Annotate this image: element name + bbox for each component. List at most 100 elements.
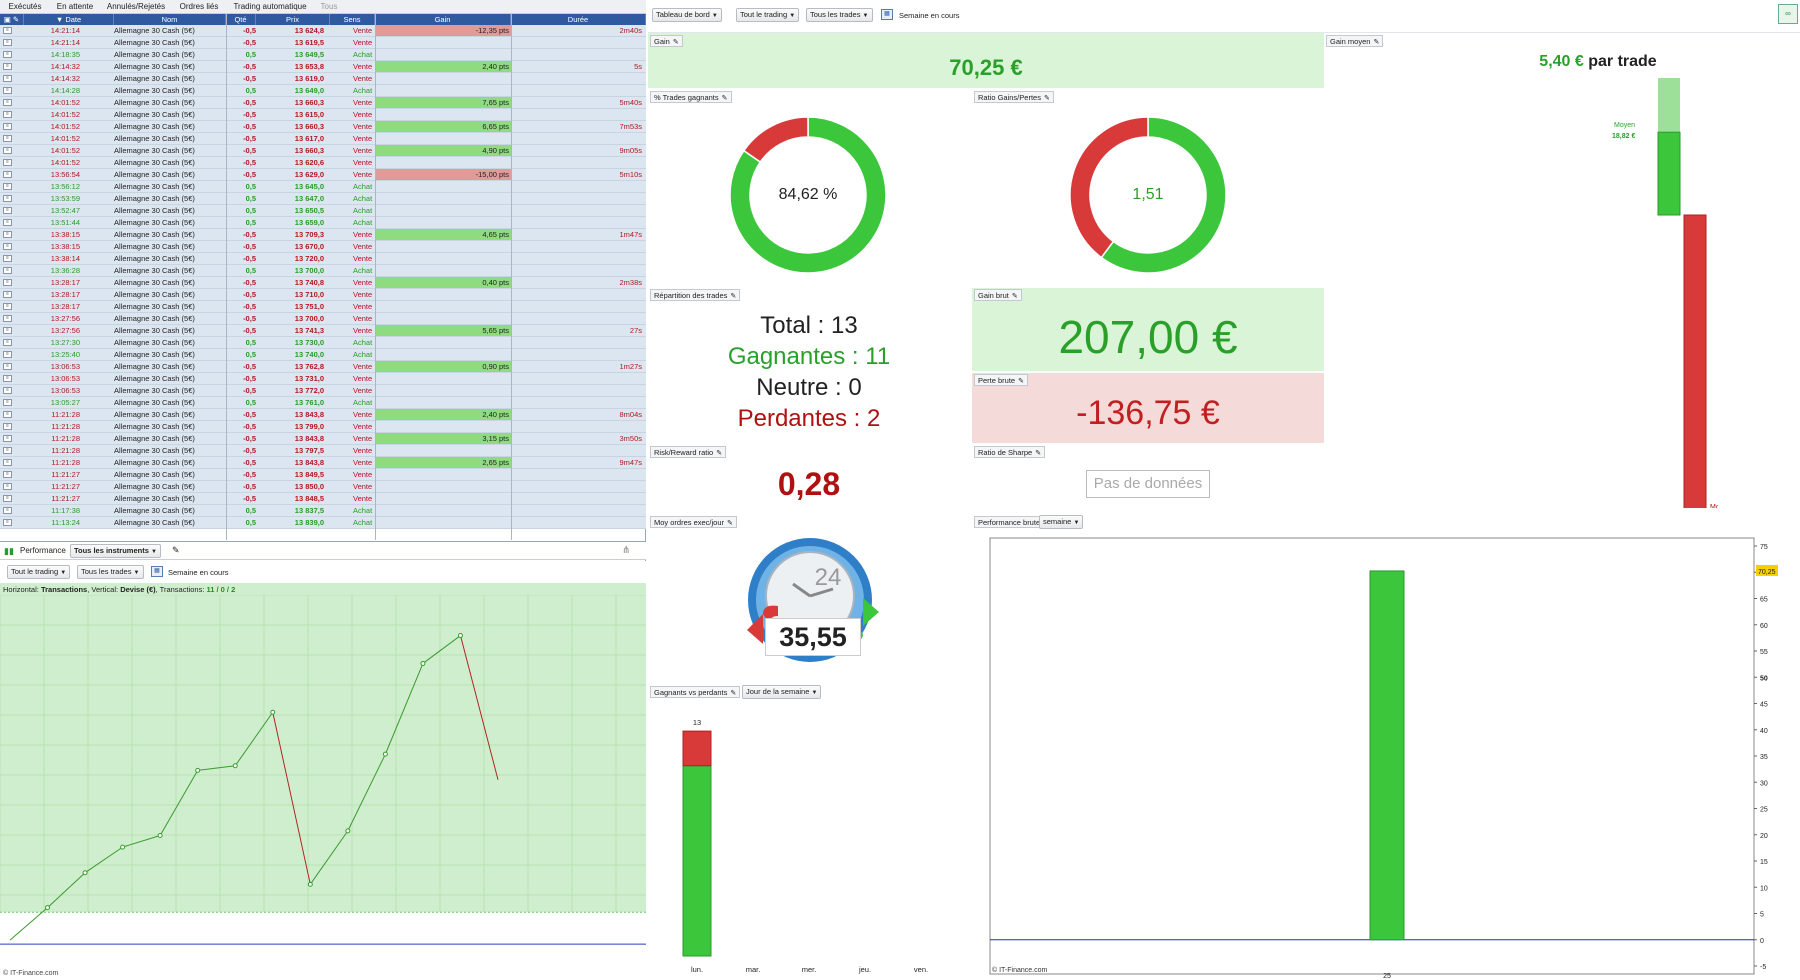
cell-date: 11:21:28 — [51, 410, 80, 419]
column-settings-icon[interactable]: ▣ ✎ — [0, 14, 24, 25]
table-row[interactable]: ≡ 13:05:27 Allemagne 30 Cash (5€) 0,5 13 761… — [0, 397, 646, 409]
table-row[interactable]: ≡ 13:53:59 Allemagne 30 Cash (5€) 0,5 13 647… — [0, 193, 646, 205]
table-row[interactable]: ≡ 14:01:52 Allemagne 30 Cash (5€) -0,5 13 66… — [0, 145, 646, 157]
table-row[interactable]: ≡ 13:06:53 Allemagne 30 Cash (5€) -0,5 13 77… — [0, 385, 646, 397]
column-sens[interactable]: Sens — [330, 14, 375, 25]
cell-gain: 0,90 pts — [375, 361, 511, 372]
table-row[interactable]: ≡ 14:14:32 Allemagne 30 Cash (5€) -0,5 13 65… — [0, 61, 646, 73]
filter-trading-select[interactable]: Tout le trading ▼ — [7, 565, 71, 579]
row-icon: ≡ — [3, 399, 12, 406]
table-row[interactable]: ≡ 14:14:32 Allemagne 30 Cash (5€) -0,5 13 61… — [0, 73, 646, 85]
pin-icon[interactable]: ✎ — [727, 520, 733, 527]
table-row[interactable]: ≡ 13:52:47 Allemagne 30 Cash (5€) 0,5 13 650… — [0, 205, 646, 217]
dash-trading-select[interactable]: Tout le trading ▼ — [736, 8, 800, 22]
table-row[interactable]: ≡ 13:38:15 Allemagne 30 Cash (5€) -0,5 13 67… — [0, 241, 646, 253]
table-row[interactable]: ≡ 11:21:27 Allemagne 30 Cash (5€) -0,5 13 85… — [0, 481, 646, 493]
pin-icon[interactable]: ✎ — [716, 450, 723, 457]
tab-executes[interactable]: Exécutés — [8, 2, 42, 11]
tab-annules-rejetes[interactable]: Annulés/Rejetés — [106, 2, 166, 11]
calendar-icon[interactable]: ▦ — [881, 9, 893, 20]
table-row[interactable]: ≡ 13:27:56 Allemagne 30 Cash (5€) -0,5 13 74… — [0, 325, 646, 337]
board-select[interactable]: Tableau de bord ▼ — [652, 8, 722, 22]
table-row[interactable]: ≡ 14:18:35 Allemagne 30 Cash (5€) 0,5 13 649… — [0, 49, 646, 61]
table-row[interactable]: ≡ 13:36:28 Allemagne 30 Cash (5€) 0,5 13 700… — [0, 265, 646, 277]
table-row[interactable]: ≡ 11:21:28 Allemagne 30 Cash (5€) -0,5 13 79… — [0, 421, 646, 433]
table-row[interactable]: ≡ 14:01:52 Allemagne 30 Cash (5€) -0,5 13 61… — [0, 133, 646, 145]
table-row[interactable]: ≡ 13:56:54 Allemagne 30 Cash (5€) -0,5 13 62… — [0, 169, 646, 181]
column-gain[interactable]: Gain — [375, 14, 511, 25]
pin-icon[interactable]: ✎ — [172, 545, 180, 555]
caption-mid: , Vertical: — [87, 585, 119, 594]
table-row[interactable]: ≡ 13:38:14 Allemagne 30 Cash (5€) -0,5 13 72… — [0, 253, 646, 265]
cell-qte: -0,5 — [243, 170, 256, 179]
pin-icon[interactable]: ✎ — [672, 39, 679, 46]
table-row[interactable]: ≡ 11:17:38 Allemagne 30 Cash (5€) 0,5 13 837… — [0, 505, 646, 517]
table-row[interactable]: ≡ 11:13:24 Allemagne 30 Cash (5€) 0,5 13 839… — [0, 517, 646, 529]
column-date[interactable]: ▼ Date — [24, 14, 114, 25]
table-row[interactable]: ≡ 13:27:56 Allemagne 30 Cash (5€) -0,5 13 70… — [0, 313, 646, 325]
table-row[interactable]: ≡ 14:14:28 Allemagne 30 Cash (5€) 0,5 13 649… — [0, 85, 646, 97]
cell-date: 13:53:59 — [50, 194, 80, 203]
cell-sens: Vente — [353, 122, 373, 131]
table-row[interactable]: ≡ 13:38:15 Allemagne 30 Cash (5€) -0,5 13 70… — [0, 229, 646, 241]
pin-icon[interactable]: ✎ — [1373, 39, 1380, 46]
table-row[interactable]: ≡ 13:51:44 Allemagne 30 Cash (5€) 0,5 13 659… — [0, 217, 646, 229]
column-nom[interactable]: Nom — [114, 14, 226, 25]
table-row[interactable]: ≡ 14:01:52 Allemagne 30 Cash (5€) -0,5 13 62… — [0, 157, 646, 169]
pin-icon[interactable]: ✎ — [1018, 378, 1024, 385]
performance-chart: Horizontal: Transactions, Vertical: Devi… — [0, 583, 646, 980]
pin-icon[interactable]: ✎ — [730, 690, 737, 697]
share-icon[interactable]: ⋔ — [622, 545, 631, 556]
table-row[interactable]: ≡ 11:21:28 Allemagne 30 Cash (5€) -0,5 13 84… — [0, 433, 646, 445]
table-row[interactable]: ≡ 13:25:40 Allemagne 30 Cash (5€) 0,5 13 740… — [0, 349, 646, 361]
column-duree[interactable]: Durée — [511, 14, 646, 25]
table-row[interactable]: ≡ 13:28:17 Allemagne 30 Cash (5€) -0,5 13 75… — [0, 301, 646, 313]
line-segment — [122, 835, 161, 848]
perf-brute-period-select[interactable]: semaine ▼ — [1039, 515, 1084, 529]
tab-tous[interactable]: Tous — [320, 2, 338, 11]
table-row[interactable]: ≡ 13:06:53 Allemagne 30 Cash (5€) -0,5 13 73… — [0, 373, 646, 385]
tab-en-attente[interactable]: En attente — [56, 2, 94, 11]
cell-gain — [375, 241, 511, 252]
table-row[interactable]: ≡ 14:01:52 Allemagne 30 Cash (5€) -0,5 13 66… — [0, 97, 646, 109]
instruments-select[interactable]: Tous les instruments ▼ — [70, 544, 161, 558]
column-qte[interactable]: Qté — [226, 14, 256, 25]
pin-icon[interactable]: ✎ — [1035, 450, 1042, 457]
table-row[interactable]: ≡ 14:21:14 Allemagne 30 Cash (5€) -0,5 13 61… — [0, 37, 646, 49]
cell-prix: 13 761,0 — [294, 398, 324, 407]
table-row[interactable]: ≡ 13:56:12 Allemagne 30 Cash (5€) 0,5 13 645… — [0, 181, 646, 193]
cell-prix: 13 660,3 — [294, 122, 324, 131]
table-row[interactable]: ≡ 14:01:52 Allemagne 30 Cash (5€) -0,5 13 66… — [0, 121, 646, 133]
wvl-period-select[interactable]: Jour de la semaine ▼ — [742, 685, 822, 699]
line-segment — [9, 907, 48, 941]
calendar-icon[interactable]: ▦ — [151, 566, 163, 577]
dash-trades-select[interactable]: Tous les trades ▼ — [806, 8, 873, 22]
cell-prix: 13 839,0 — [294, 518, 324, 527]
cell-sens: Vente — [353, 26, 373, 35]
table-row[interactable]: ≡ 11:21:28 Allemagne 30 Cash (5€) -0,5 13 84… — [0, 409, 646, 421]
tab-trading-automatique[interactable]: Trading automatique — [233, 2, 307, 11]
tab-ordres-lies[interactable]: Ordres liés — [179, 2, 219, 11]
table-row[interactable]: ≡ 11:21:28 Allemagne 30 Cash (5€) -0,5 13 79… — [0, 445, 646, 457]
table-row[interactable]: ≡ 14:01:52 Allemagne 30 Cash (5€) -0,5 13 61… — [0, 109, 646, 121]
app-logo-icon[interactable]: ∞ — [1778, 4, 1798, 24]
table-row[interactable]: ≡ 11:21:27 Allemagne 30 Cash (5€) -0,5 13 84… — [0, 493, 646, 505]
pin-icon[interactable]: ✎ — [1043, 95, 1050, 102]
cell-date: 11:17:38 — [51, 506, 80, 515]
table-row[interactable]: ≡ 11:21:27 Allemagne 30 Cash (5€) -0,5 13 84… — [0, 469, 646, 481]
column-prix[interactable]: Prix — [256, 14, 330, 25]
row-icon: ≡ — [3, 135, 12, 142]
table-row[interactable]: ≡ 13:28:17 Allemagne 30 Cash (5€) -0,5 13 74… — [0, 277, 646, 289]
table-row[interactable]: ≡ 11:21:28 Allemagne 30 Cash (5€) -0,5 13 84… — [0, 457, 646, 469]
table-row[interactable]: ≡ 13:28:17 Allemagne 30 Cash (5€) -0,5 13 71… — [0, 289, 646, 301]
table-row[interactable]: ≡ 13:06:53 Allemagne 30 Cash (5€) -0,5 13 76… — [0, 361, 646, 373]
filter-trades-select[interactable]: Tous les trades ▼ — [77, 565, 144, 579]
cell-duree: 5m10s — [619, 170, 642, 179]
pin-icon[interactable]: ✎ — [1011, 293, 1018, 300]
table-row[interactable]: ≡ 14:21:14 Allemagne 30 Cash (5€) -0,5 13 62… — [0, 25, 646, 37]
cell-nom: Allemagne 30 Cash (5€) — [114, 410, 195, 419]
y-tick-label: 60 — [1760, 623, 1768, 630]
pin-icon[interactable]: ✎ — [721, 95, 728, 102]
table-row[interactable]: ≡ 13:27:30 Allemagne 30 Cash (5€) 0,5 13 730… — [0, 337, 646, 349]
pin-icon[interactable]: ✎ — [730, 293, 737, 300]
